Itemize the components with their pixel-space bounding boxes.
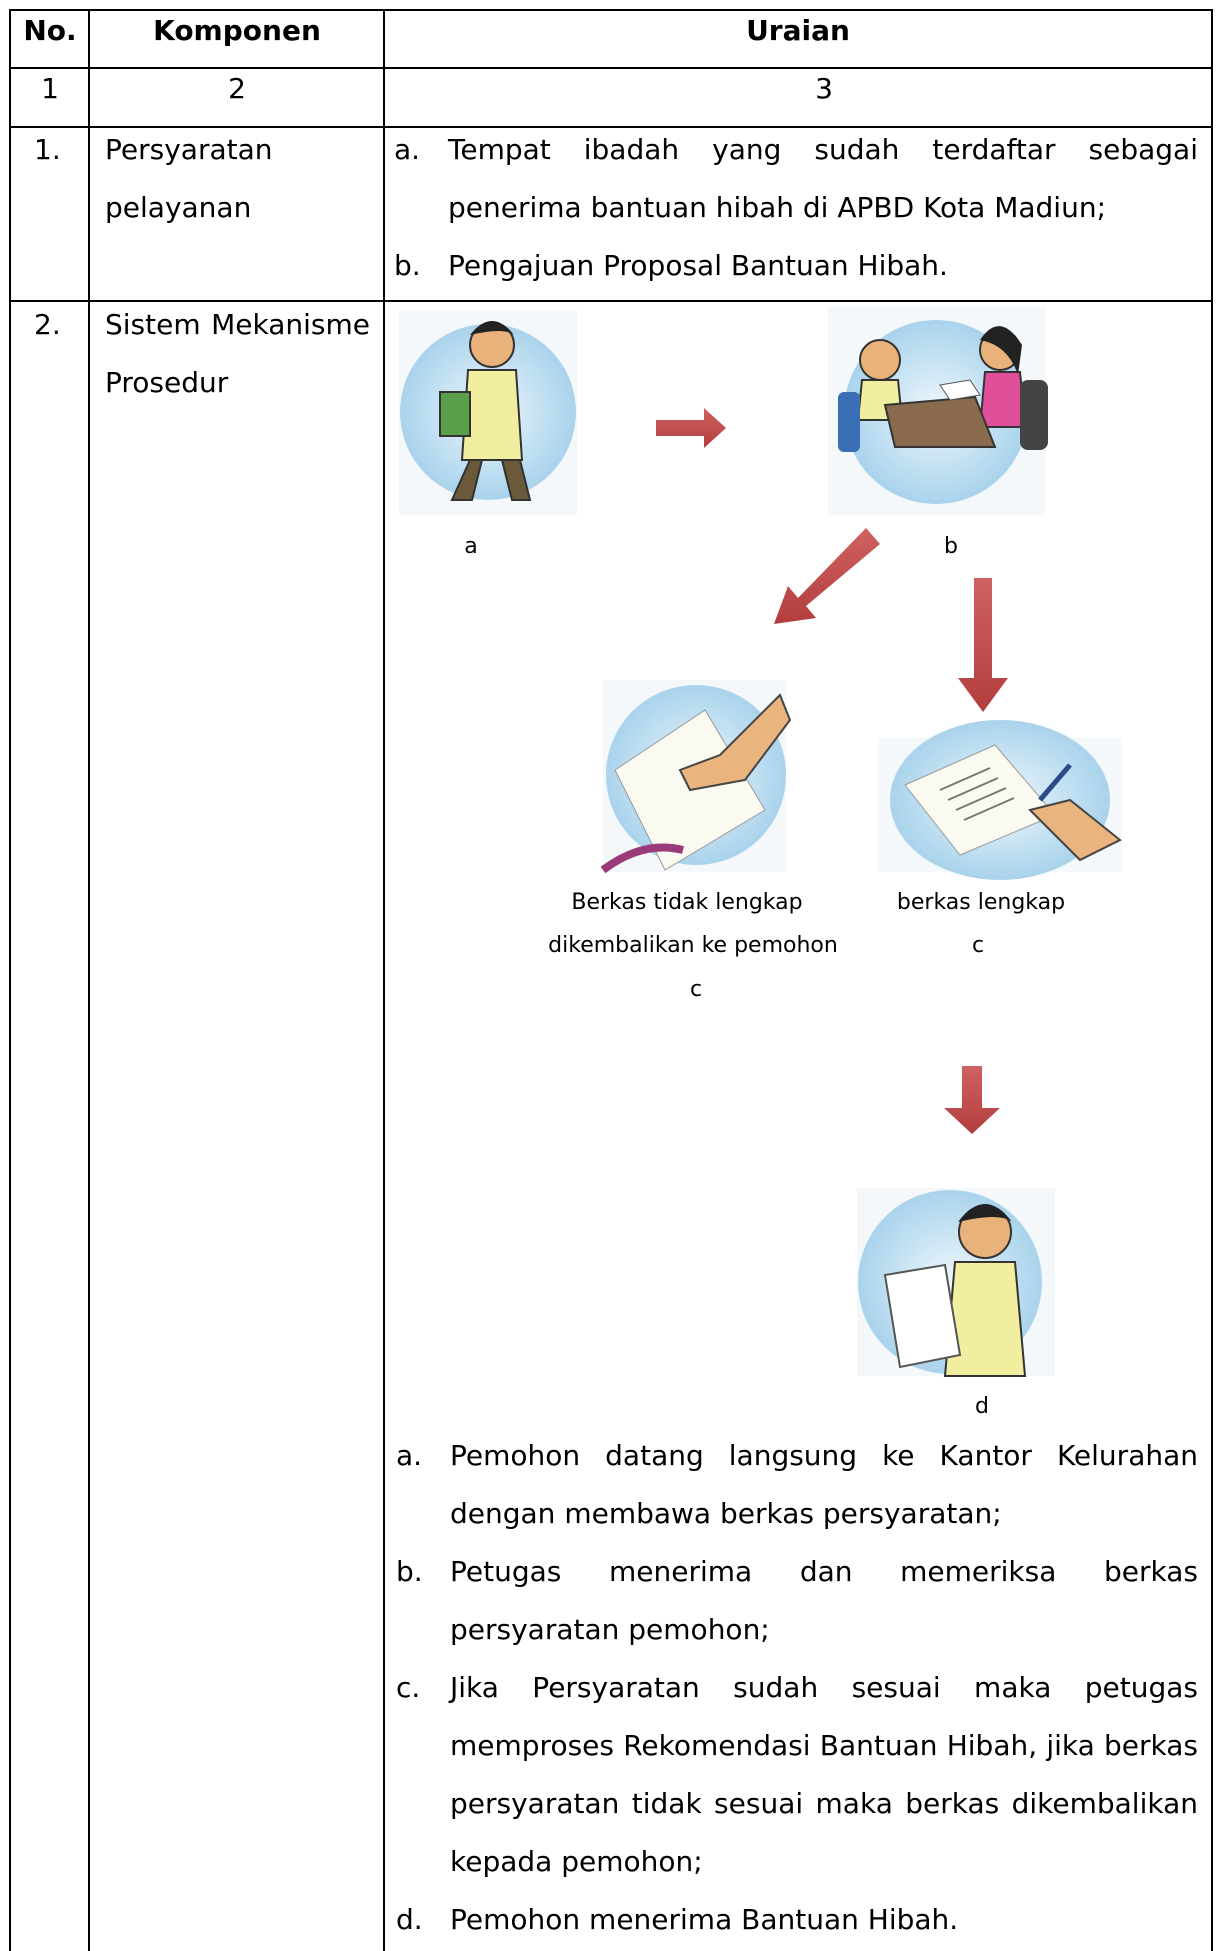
component: Sistem Mekanisme Prosedur: [105, 308, 370, 399]
diagram-label: c: [971, 933, 985, 958]
item-marker: a.: [394, 133, 421, 166]
arrow: [958, 578, 1008, 712]
illustration-b: [828, 307, 1048, 515]
list-item: a. Tempat ibadah yang sudah terdaftar seb…: [394, 121, 1198, 237]
component: Persyaratan pelayanan: [105, 133, 273, 224]
illustration-d: [857, 1188, 1055, 1377]
row-number: 1.: [34, 133, 61, 166]
column-number: 3: [815, 72, 833, 105]
header-cell: Komponen: [153, 14, 321, 47]
header-cell: Uraian: [746, 14, 850, 47]
illustration-c-complete: [878, 720, 1122, 880]
diagram-label: c: [689, 977, 703, 1002]
diagram-label: b: [944, 534, 958, 559]
item-list: a. Pemohon datang langsung ke Kantor Kelu…: [396, 1427, 1198, 1949]
item-list: a. Tempat ibadah yang sudah terdaftar seb…: [394, 121, 1198, 295]
item-text: Petugas menerima dan memeriksa berkas pe…: [450, 1555, 1198, 1646]
item-marker: d.: [396, 1903, 423, 1936]
arrow: [944, 1066, 1000, 1134]
list-item: b. Petugas menerima dan memeriksa berkas …: [396, 1543, 1198, 1659]
item-text: Pemohon datang langsung ke Kantor Kelura…: [450, 1439, 1198, 1530]
item-marker: b.: [394, 249, 421, 282]
diagram-label: d: [975, 1394, 989, 1419]
diagram-label: berkas lengkap: [896, 890, 1066, 915]
item-marker: b.: [396, 1555, 423, 1588]
illustration-c-incomplete: [600, 680, 792, 874]
diagram-label: a: [464, 534, 478, 559]
table-grid: [9, 9, 1213, 1951]
item-text: Pengajuan Proposal Bantuan Hibah.: [448, 249, 948, 282]
list-item: b. Pengajuan Proposal Bantuan Hibah.: [394, 237, 1198, 295]
arrow: [656, 408, 726, 448]
item-marker: c.: [396, 1671, 421, 1704]
column-number: 1: [41, 72, 59, 105]
list-item: a. Pemohon datang langsung ke Kantor Kelu…: [396, 1427, 1198, 1543]
column-number: 2: [228, 72, 246, 105]
item-marker: a.: [396, 1439, 423, 1472]
list-item: c. Jika Persyaratan sudah sesuai maka pet…: [396, 1659, 1198, 1891]
header-cell: No.: [23, 14, 77, 47]
diagram-label: dikembalikan ke pemohon: [548, 933, 838, 958]
list-item: d. Pemohon menerima Bantuan Hibah.: [396, 1891, 1198, 1949]
item-text: Jika Persyaratan sudah sesuai maka petug…: [450, 1671, 1198, 1878]
row-number: 2.: [34, 308, 61, 341]
arrow: [774, 528, 880, 624]
item-text: Pemohon menerima Bantuan Hibah.: [450, 1903, 959, 1936]
diagram-label: Berkas tidak lengkap: [571, 890, 803, 915]
item-text: Tempat ibadah yang sudah terdaftar sebag…: [448, 133, 1198, 224]
illustration-a: [399, 310, 577, 515]
